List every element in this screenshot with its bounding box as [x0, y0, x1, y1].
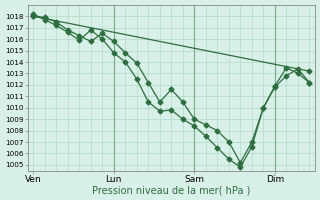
X-axis label: Pression niveau de la mer( hPa ): Pression niveau de la mer( hPa )	[92, 185, 251, 195]
